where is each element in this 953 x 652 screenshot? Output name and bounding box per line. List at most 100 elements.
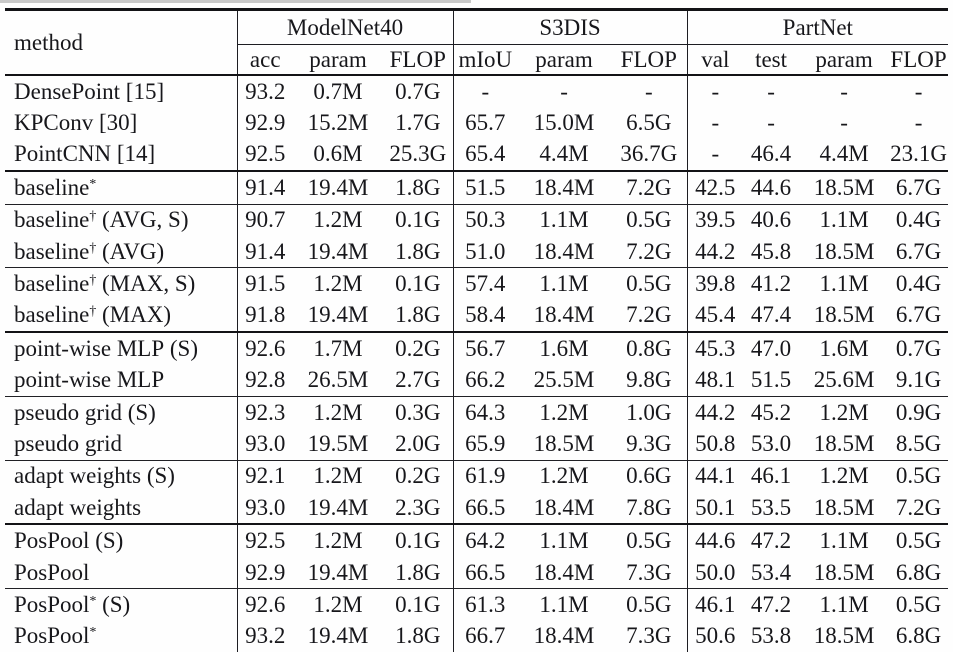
value-cell: 64.3: [452, 396, 518, 429]
value-cell: 65.9: [452, 428, 518, 461]
value-cell: 19.4M: [293, 235, 383, 269]
value-cell: 1.6M: [539, 335, 589, 361]
scan-crop-artifact: [0, 0, 471, 3]
value-cell: 0.5G: [895, 528, 942, 554]
method-cell: KPConv [30]: [5, 107, 237, 138]
value-cell: 66.5: [452, 556, 518, 590]
method-variant: (AVG): [96, 238, 165, 264]
value-cell: 2.0G: [383, 428, 454, 461]
method-name: adapt weights: [14, 494, 142, 520]
value-cell: 91.5: [236, 267, 293, 300]
value-cell: 1.1M: [539, 271, 589, 297]
value-cell: 1.8G: [383, 235, 454, 269]
value-cell: 7.2G: [889, 492, 949, 526]
value-cell: 45.8: [743, 235, 800, 269]
method-variant: (MAX, S): [96, 271, 196, 297]
value-cell: 46.1: [750, 463, 792, 489]
method-cell: PosPool*: [5, 621, 237, 652]
method-cell: DensePoint [15]: [5, 75, 237, 107]
value-cell: 92.5: [236, 138, 293, 173]
value-cell: 0.1G: [395, 271, 441, 297]
value-cell: 45.2: [750, 399, 792, 425]
value-cell: 4.4M: [517, 138, 612, 173]
value-cell: 1.2M: [313, 591, 363, 617]
method-variant: (MAX): [96, 302, 172, 328]
value-cell: 0.6M: [293, 138, 383, 173]
value-cell: -: [686, 75, 744, 108]
method-cell: PosPool* (S): [5, 589, 237, 621]
value-cell: 0.4G: [895, 271, 942, 297]
value-cell: 1.2M: [313, 399, 363, 425]
value-cell: 18.4M: [533, 623, 595, 649]
value-cell: 93.2: [236, 620, 293, 652]
table-row: KPConv [30] 92.9 15.2M 1.7G 65.7 15.0M 6…: [5, 107, 948, 139]
method-variant: (AVG, S): [96, 207, 189, 233]
value-cell: -: [767, 110, 775, 136]
value-cell: 7.3G: [626, 623, 672, 649]
value-cell: 1.8G: [383, 171, 454, 205]
value-cell: 19.4M: [293, 492, 383, 526]
method-variant: (S): [96, 591, 131, 617]
value-cell: 47.2: [750, 591, 792, 617]
method-cell: baseline† (AVG): [5, 235, 237, 269]
method-superscript-mark: †: [89, 239, 97, 255]
value-cell: 92.6: [236, 588, 293, 621]
method-cell: baseline† (MAX): [5, 299, 237, 334]
value-cell: 1.2M: [819, 463, 869, 489]
value-cell: -: [686, 138, 744, 173]
value-cell: 1.0G: [626, 399, 672, 425]
method-column-header: method: [5, 9, 237, 76]
method-name: adapt weights: [14, 463, 142, 489]
value-cell: 9.1G: [889, 364, 949, 397]
value-cell: 15.0M: [533, 110, 595, 136]
value-cell: 0.4G: [895, 207, 942, 233]
method-variant: (S): [89, 528, 124, 554]
value-cell: 92.9: [236, 556, 293, 590]
value-cell: 92.9: [236, 107, 293, 139]
method-cell: adapt weights: [5, 492, 237, 526]
value-cell: 19.4M: [307, 623, 369, 649]
value-cell: 50.3: [452, 204, 518, 236]
method-name: PosPool: [14, 559, 90, 585]
value-cell: 57.4: [452, 267, 518, 300]
value-cell: -: [686, 107, 744, 139]
value-cell: 56.7: [452, 332, 518, 365]
value-cell: 15.2M: [307, 110, 369, 136]
value-cell: 46.4: [743, 138, 800, 173]
value-cell: 18.4M: [517, 492, 612, 526]
value-cell: 0.5G: [626, 207, 672, 233]
method-superscript-mark: *: [89, 593, 97, 609]
method-cell: PosPool: [5, 556, 237, 590]
value-cell: 91.8: [236, 299, 293, 334]
table-row: PosPool* (S) 92.6 1.2M 0.1G 61.3 1.1M 0.…: [5, 588, 948, 621]
table-header: method ModelNet40 S3DIS PartNet acc para…: [5, 9, 949, 76]
method-superscript-mark: *: [89, 175, 97, 191]
dataset-header-modelnet40: ModelNet40: [236, 9, 454, 45]
value-cell: 19.5M: [293, 428, 383, 461]
value-cell: 44.6: [686, 524, 744, 557]
value-cell: 0.9G: [895, 399, 942, 425]
method-name: PosPool: [14, 591, 90, 617]
value-cell: 7.2G: [611, 299, 688, 334]
value-cell: 66.2: [452, 364, 518, 397]
column-header-flop-s3dis: FLOP: [611, 44, 688, 76]
value-cell: 64.2: [452, 524, 518, 557]
value-cell: 0.5G: [626, 271, 672, 297]
value-cell: 45.4: [686, 299, 744, 334]
value-cell: 44.6: [743, 171, 800, 205]
table-row: baseline† (AVG, S) 90.7 1.2M 0.1G 50.3 1…: [5, 204, 948, 236]
value-cell: 26.5M: [293, 364, 383, 397]
value-cell: 6.5G: [626, 110, 672, 136]
value-cell: 92.6: [236, 332, 293, 365]
value-cell: 48.1: [686, 364, 744, 397]
value-cell: -: [914, 78, 923, 104]
value-cell: 18.4M: [517, 235, 612, 269]
value-cell: 51.5: [743, 364, 800, 397]
value-cell: 1.7G: [395, 110, 441, 136]
column-header-param-modelnet40: param: [293, 44, 383, 76]
value-cell: 44.2: [686, 235, 744, 269]
table-row: DensePoint [15] 93.2 0.7M 0.7G - - - - -…: [5, 75, 948, 108]
value-cell: 0.1G: [395, 591, 441, 617]
method-cell: point-wise MLP: [5, 364, 237, 397]
